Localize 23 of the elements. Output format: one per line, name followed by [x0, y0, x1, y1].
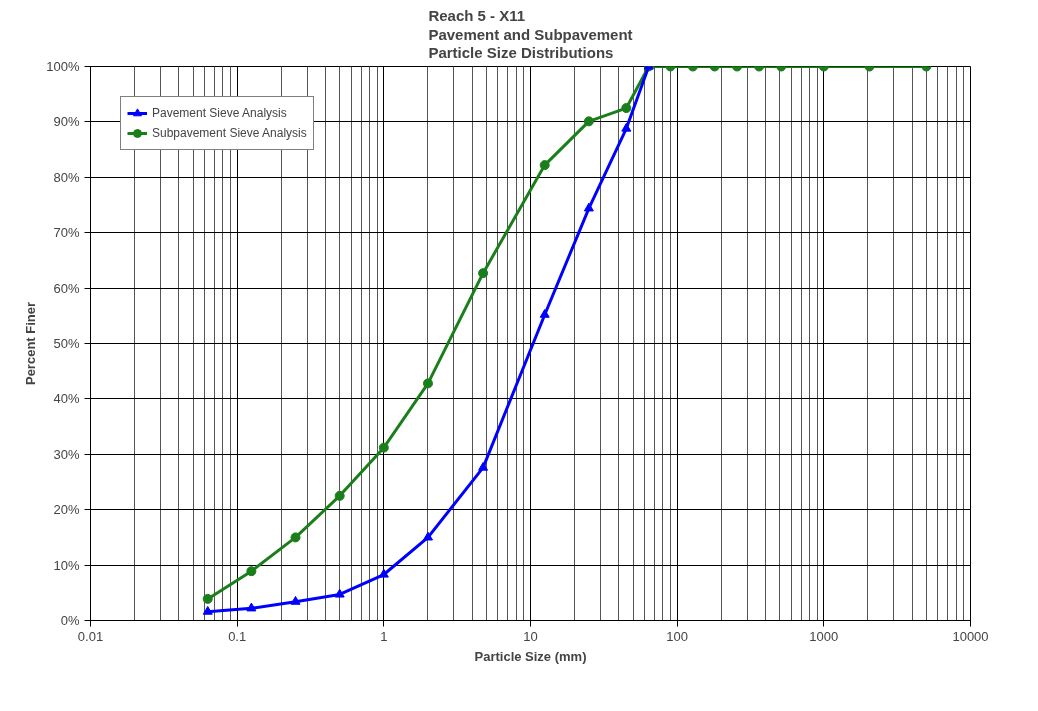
x-axis-title: Particle Size (mm): [474, 648, 587, 664]
y-tick-label: 30%: [53, 446, 80, 462]
y-tick-label: 100%: [46, 59, 80, 74]
x-tick-label: 0.1: [228, 628, 247, 644]
x-tick-label: 1: [380, 628, 388, 644]
y-tick-label: 90%: [53, 114, 80, 130]
x-tick-label: 100: [666, 628, 689, 644]
x-tick-label: 10000: [952, 628, 989, 644]
y-tick-label: 40%: [53, 391, 80, 407]
y-tick-label: 70%: [53, 225, 80, 241]
legend-label: Subpavement Sieve Analysis: [152, 126, 307, 140]
x-tick-label: 1000: [809, 628, 839, 644]
y-tick-label: 10%: [53, 557, 80, 573]
y-tick-label: 50%: [53, 336, 80, 351]
y-tick-label: 20%: [53, 502, 80, 518]
y-tick-label: 0%: [60, 613, 80, 628]
y-tick-label: 80%: [53, 169, 80, 185]
chart-title: Reach 5 - X11 Pavement and Subpavement Particle Size Distributions: [428, 7, 633, 62]
legend-label: Pavement Sieve Analysis: [152, 106, 287, 120]
x-tick-label: 0.01: [77, 628, 104, 644]
y-tick-label: 60%: [53, 280, 80, 296]
y-axis-title: Percent Finer: [23, 301, 39, 386]
x-tick-label: 10: [523, 628, 538, 644]
